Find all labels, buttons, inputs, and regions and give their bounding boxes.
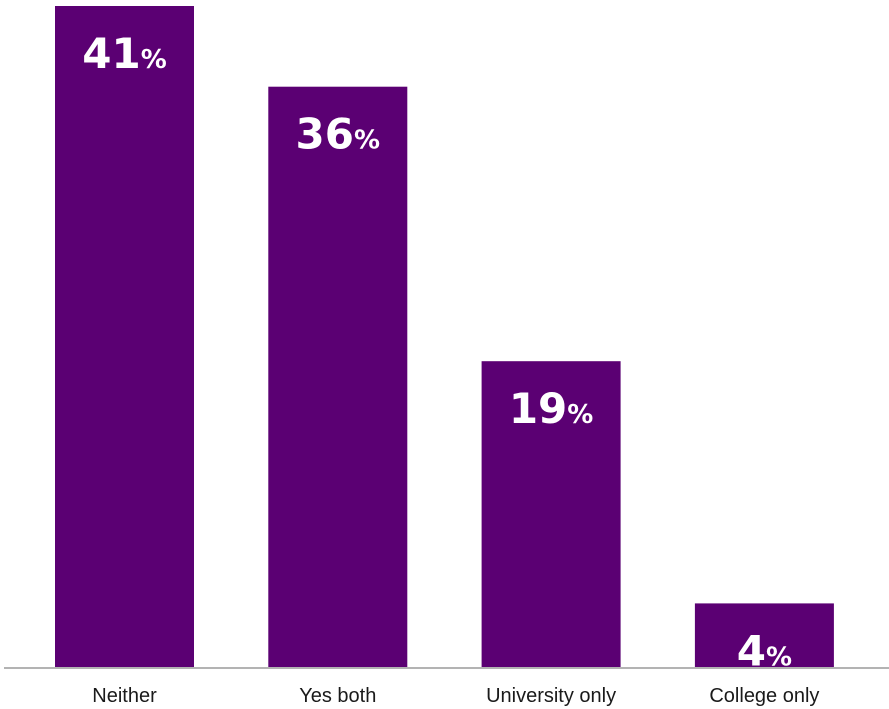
- x-tick-label-college-only: College only: [709, 685, 819, 707]
- x-tick-label-yes-both: Yes both: [299, 685, 376, 707]
- x-tick-labels-group: Neither Yes both University only College on…: [92, 685, 819, 707]
- data-label-percent-sign: %: [141, 45, 167, 75]
- value-labels-group: 41%36%19%4%: [82, 29, 792, 675]
- data-label-university-only: 19%: [509, 384, 594, 433]
- data-label-neither: 41%: [82, 29, 167, 78]
- bar-neither: [55, 6, 194, 668]
- data-label-college-only: 4%: [737, 626, 792, 675]
- data-label-percent-sign: %: [354, 126, 380, 156]
- bar-yes-both: [268, 86, 408, 668]
- x-tick-label-university-only: University only: [486, 685, 616, 707]
- bar-university-only: [481, 361, 621, 668]
- x-tick-label-neither: Neither: [92, 685, 157, 707]
- bar-college-only: [694, 603, 834, 668]
- data-label-percent-sign: %: [766, 642, 792, 672]
- data-label-value: 19: [509, 384, 567, 433]
- data-label-value: 4: [737, 626, 766, 675]
- data-label-percent-sign: %: [567, 400, 593, 430]
- data-label-value: 41: [82, 29, 140, 78]
- bars-group: [55, 6, 834, 668]
- data-label-yes-both: 36%: [296, 110, 381, 159]
- data-label-value: 36: [296, 110, 354, 159]
